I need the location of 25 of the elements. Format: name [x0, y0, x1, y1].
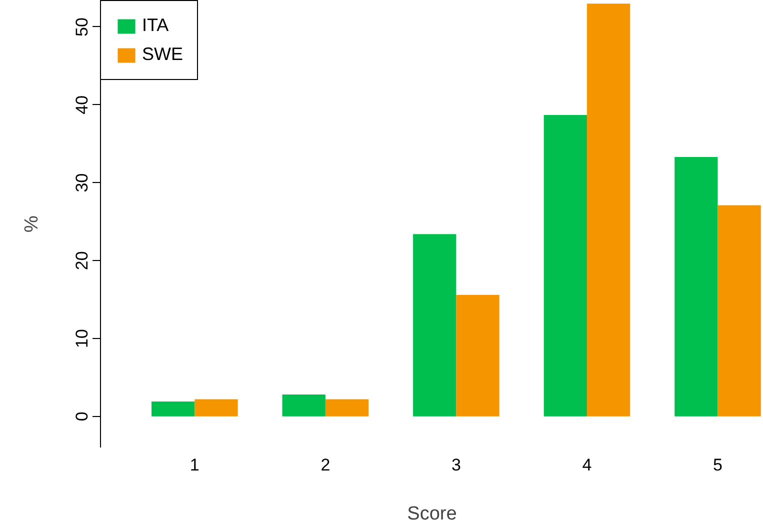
y-tick-label: 40	[72, 95, 92, 114]
bar	[586, 4, 630, 416]
legend-label: ITA	[142, 15, 169, 36]
y-tick-label: 0	[72, 412, 92, 422]
x-tick-label: 3	[451, 456, 461, 474]
bar	[152, 402, 195, 416]
y-tick-label: 20	[72, 251, 92, 270]
bar	[282, 394, 326, 416]
y-axis-title: %	[22, 215, 42, 232]
bar	[413, 234, 456, 416]
x-tick-label: 4	[582, 456, 592, 474]
x-tick-label: 1	[190, 456, 200, 474]
legend-label: SWE	[142, 44, 184, 65]
x-tick-label: 5	[713, 456, 722, 474]
bar	[674, 157, 718, 416]
x-axis-title: Score	[407, 504, 457, 524]
y-tick-label: 10	[72, 329, 92, 348]
y-tick-label: 50	[72, 18, 92, 36]
bar	[718, 205, 761, 416]
bar	[544, 114, 587, 416]
bar	[194, 399, 238, 416]
bar	[456, 294, 500, 416]
bar	[325, 399, 369, 416]
y-tick-label: 30	[72, 173, 92, 192]
x-tick-label: 2	[320, 456, 330, 474]
